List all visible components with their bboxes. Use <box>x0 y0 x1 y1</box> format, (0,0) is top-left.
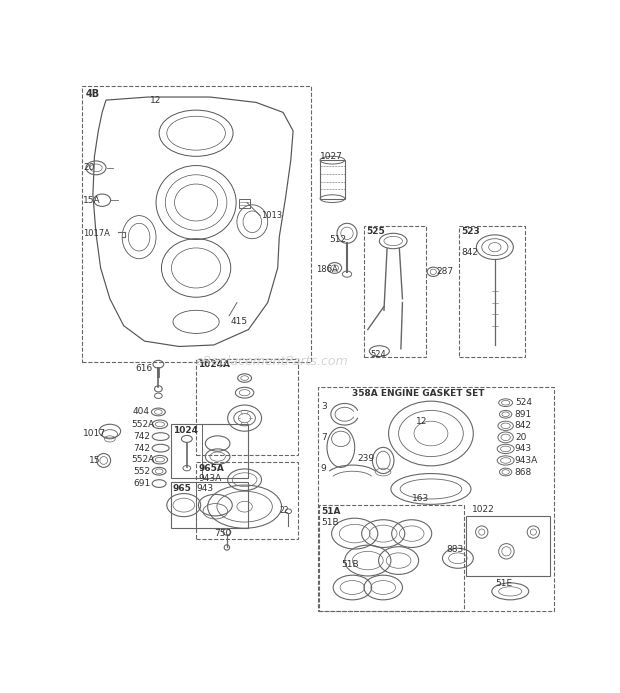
Text: 12: 12 <box>150 96 161 105</box>
Text: eReplacementParts.com: eReplacementParts.com <box>195 356 348 369</box>
Text: 1024: 1024 <box>173 426 198 435</box>
Text: 552A: 552A <box>131 420 154 429</box>
Text: 943: 943 <box>515 444 532 453</box>
Text: 842: 842 <box>462 248 479 257</box>
Bar <box>82 86 311 362</box>
Bar <box>172 482 249 528</box>
Bar <box>364 226 425 356</box>
Text: 7: 7 <box>321 433 327 442</box>
Text: 523: 523 <box>462 227 480 236</box>
Bar <box>172 424 249 478</box>
Text: 415: 415 <box>231 317 248 326</box>
Text: 51B: 51B <box>322 518 339 527</box>
Bar <box>320 160 345 199</box>
Text: 943: 943 <box>197 484 214 493</box>
Text: 524: 524 <box>515 398 532 407</box>
Bar <box>319 505 464 611</box>
Text: 1027: 1027 <box>320 152 343 161</box>
Text: 12: 12 <box>415 417 427 426</box>
Text: 525: 525 <box>366 227 385 236</box>
Text: 1017: 1017 <box>83 429 106 438</box>
Text: 1017A: 1017A <box>83 229 110 238</box>
Text: 20: 20 <box>83 164 94 173</box>
Text: 51B: 51B <box>341 560 358 569</box>
Text: 943A: 943A <box>515 456 538 465</box>
Text: 1013: 1013 <box>262 211 283 220</box>
Text: 186A: 186A <box>316 265 338 274</box>
Text: 891: 891 <box>515 410 532 419</box>
Text: 4B: 4B <box>85 89 99 99</box>
Text: 883: 883 <box>446 545 464 554</box>
Bar <box>459 226 525 356</box>
Text: 524: 524 <box>370 351 386 360</box>
Text: 287: 287 <box>436 267 453 277</box>
Text: 868: 868 <box>515 468 532 477</box>
Text: 1024A: 1024A <box>198 360 231 369</box>
Text: 691: 691 <box>133 479 150 488</box>
Text: 239: 239 <box>358 455 375 464</box>
Text: 15: 15 <box>89 456 100 465</box>
Bar <box>239 199 250 208</box>
Text: 750: 750 <box>214 529 231 538</box>
Text: 616: 616 <box>135 364 153 373</box>
Text: 1022: 1022 <box>472 505 495 514</box>
Text: 51E: 51E <box>495 579 512 588</box>
Text: 163: 163 <box>412 495 429 503</box>
Text: 943A: 943A <box>198 475 222 484</box>
Text: 20: 20 <box>515 433 526 442</box>
Bar <box>196 359 298 455</box>
Text: 512: 512 <box>329 235 347 244</box>
Text: 742: 742 <box>133 444 150 453</box>
Text: 51A: 51A <box>322 507 341 516</box>
Text: 965: 965 <box>173 484 192 493</box>
Text: 358A ENGINE GASKET SET: 358A ENGINE GASKET SET <box>352 389 485 398</box>
Text: 552: 552 <box>133 467 150 475</box>
Text: 3: 3 <box>321 402 327 411</box>
Text: 965A: 965A <box>198 464 224 473</box>
Text: 15A: 15A <box>83 195 100 204</box>
Bar <box>466 516 549 576</box>
Text: 9: 9 <box>321 464 327 473</box>
Text: 552A: 552A <box>131 455 154 464</box>
Bar <box>317 387 554 611</box>
Text: 22: 22 <box>279 506 289 515</box>
Text: 404: 404 <box>133 407 150 416</box>
Text: 742: 742 <box>133 432 150 441</box>
Text: 842: 842 <box>515 421 532 430</box>
Bar <box>196 462 298 539</box>
